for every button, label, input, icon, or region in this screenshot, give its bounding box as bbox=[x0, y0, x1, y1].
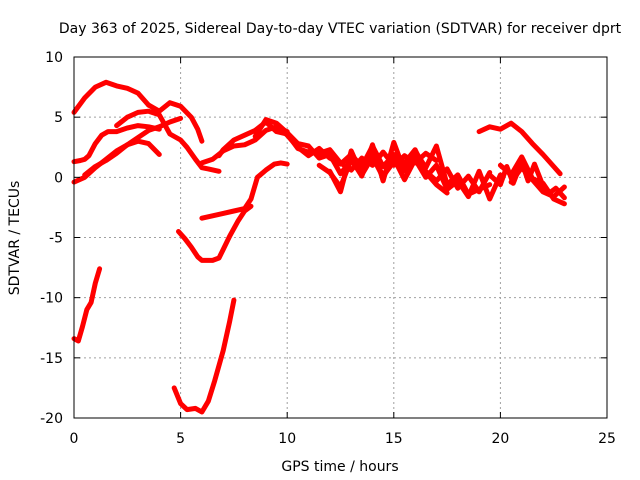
series-arc-3 bbox=[71, 123, 162, 165]
tick-marks bbox=[73, 56, 608, 419]
x-tick-label: 15 bbox=[385, 431, 403, 447]
y-axis-title: SDTVAR / TECUs bbox=[7, 181, 23, 296]
series-arc-13 bbox=[476, 120, 563, 177]
series-arc-16 bbox=[508, 165, 567, 200]
y-tick-labels: -20 -15 -10 -5 0 5 10 bbox=[40, 50, 63, 427]
y-tick-label: -5 bbox=[49, 231, 63, 247]
series-arc-19 bbox=[71, 266, 103, 344]
x-tick-label: 5 bbox=[176, 431, 185, 447]
series-arc-6 bbox=[114, 108, 222, 174]
series-arc-12 bbox=[274, 121, 450, 196]
series-arc-2 bbox=[146, 100, 205, 144]
grid-lines bbox=[74, 57, 607, 418]
x-tick-label: 20 bbox=[491, 431, 509, 447]
series-arc-1 bbox=[71, 79, 152, 115]
x-tick-label: 25 bbox=[598, 431, 616, 447]
y-tick-label: -10 bbox=[40, 291, 63, 307]
series-arc-17 bbox=[199, 160, 290, 221]
x-tick-label: 10 bbox=[278, 431, 296, 447]
y-tick-label: 0 bbox=[54, 170, 63, 186]
y-tick-label: 10 bbox=[45, 50, 63, 66]
y-tick-label: -15 bbox=[40, 351, 63, 367]
series-arc-5 bbox=[71, 138, 162, 185]
y-tick-label: -20 bbox=[40, 411, 63, 427]
series-arc-11 bbox=[327, 148, 503, 202]
chart-title: Day 363 of 2025, Sidereal Day-to-day VTE… bbox=[59, 21, 622, 37]
series-arc-20 bbox=[171, 297, 237, 415]
y-tick-label: 5 bbox=[54, 110, 63, 126]
x-tick-labels: 0 5 10 15 20 25 bbox=[70, 431, 616, 447]
x-axis-title: GPS time / hours bbox=[281, 459, 398, 475]
data-series bbox=[71, 79, 567, 415]
x-tick-label: 0 bbox=[70, 431, 79, 447]
series-arc-18 bbox=[176, 203, 254, 263]
